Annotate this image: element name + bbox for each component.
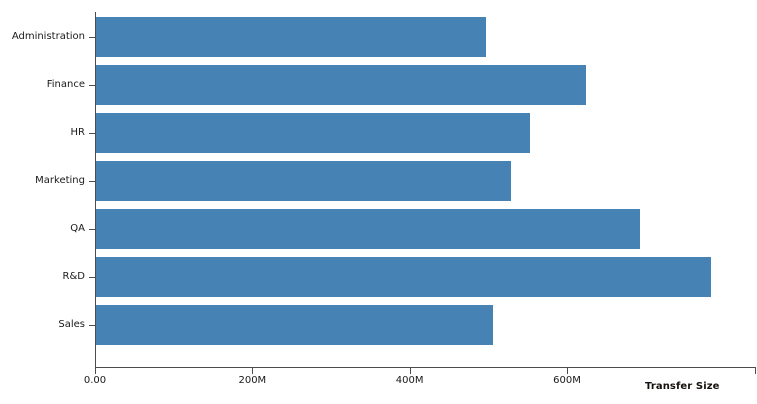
y-axis-tick [89, 277, 95, 278]
x-axis-tick-label: 400M [395, 375, 424, 386]
x-axis-tick-label: 0.00 [83, 375, 107, 386]
bar[interactable] [96, 257, 712, 297]
y-axis-label-slot: R&D [0, 272, 85, 282]
bar-rect [96, 161, 511, 201]
x-axis-tick [252, 368, 254, 374]
y-axis-tick-label: R&D [62, 271, 85, 282]
y-axis-label-slot: HR [0, 128, 85, 138]
x-axis-spine [95, 367, 756, 368]
y-axis-tick-label: Marketing [35, 175, 85, 186]
bar[interactable] [96, 209, 641, 249]
y-axis-label-slot: Marketing [0, 176, 85, 186]
bar-rect [96, 113, 531, 153]
y-axis-tick [89, 133, 95, 134]
y-axis-tick-label: Finance [46, 79, 85, 90]
y-axis-label-slot: Sales [0, 320, 85, 330]
y-axis-tick-label: Sales [58, 319, 85, 330]
y-axis-tick [89, 181, 95, 182]
x-axis-end-tick [755, 368, 756, 374]
bar[interactable] [96, 17, 487, 57]
bar-rect [96, 65, 587, 105]
y-axis-tick-label: QA [70, 223, 85, 234]
x-axis-tick-label: 200M [238, 375, 267, 386]
y-axis-tick [89, 37, 95, 38]
x-axis-tick-label: 600M [553, 375, 581, 386]
bar[interactable] [96, 161, 511, 201]
bar-rect [96, 305, 494, 345]
y-axis-tick [89, 85, 95, 86]
bar-rect [96, 209, 641, 249]
y-axis-tick-label: Administration [11, 31, 85, 42]
y-axis-tick-label: HR [70, 127, 85, 138]
y-axis-tick [89, 325, 95, 326]
x-axis-tick [409, 368, 411, 374]
bar[interactable] [96, 113, 531, 153]
y-axis-tick [89, 229, 95, 230]
bar-rect [96, 17, 487, 57]
y-axis-label-slot: QA [0, 224, 85, 234]
y-axis-spine [95, 12, 96, 368]
bar-rect [96, 257, 712, 297]
y-axis-label-slot: Administration [0, 32, 85, 42]
bar[interactable] [96, 305, 494, 345]
x-axis-tick [567, 368, 568, 374]
bar[interactable] [96, 65, 587, 105]
y-axis-label-slot: Finance [0, 80, 85, 90]
x-axis-tick [95, 368, 96, 374]
x-axis-title: Transfer Size [645, 381, 720, 392]
